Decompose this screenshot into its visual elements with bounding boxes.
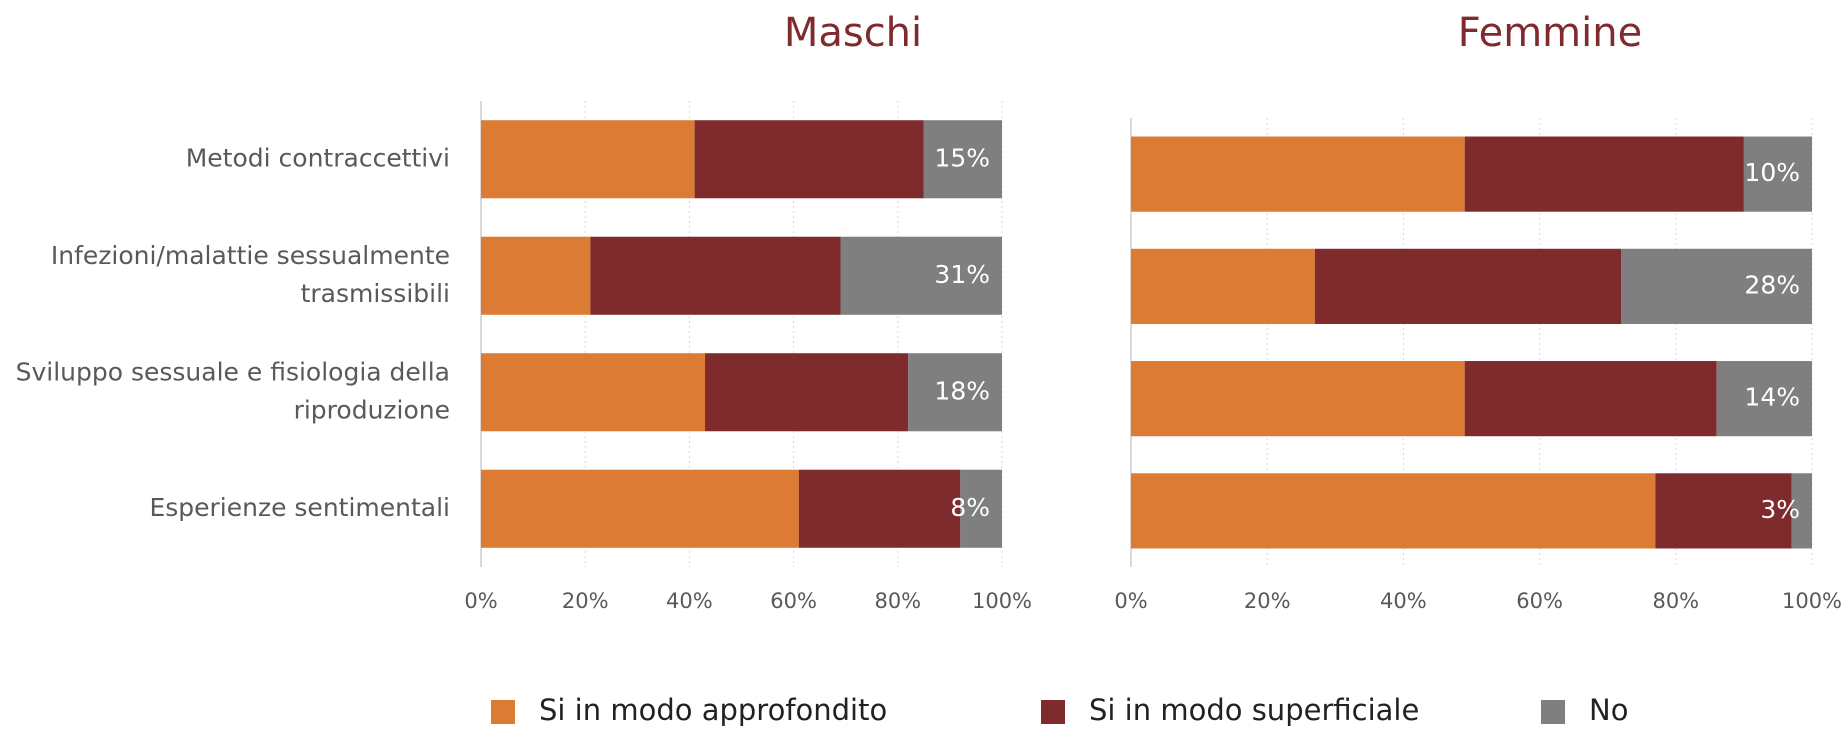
- x-tick-label: 100%: [972, 589, 1032, 613]
- bar-segment: [1716, 361, 1812, 437]
- value-label: 31%: [934, 260, 990, 289]
- category-label: Metodi contraccettivi: [186, 143, 450, 172]
- legend-label: No: [1589, 693, 1628, 727]
- bar-segment: [481, 120, 695, 199]
- category-label: Esperienze sentimentali: [149, 493, 450, 522]
- legend-label: Si in modo superficiale: [1089, 693, 1419, 727]
- bar-segment: [840, 236, 1002, 315]
- category-label: Sviluppo sessuale e fisiologia della ripr…: [16, 357, 450, 424]
- x-tick-label: 80%: [1652, 589, 1699, 613]
- x-tick-label: 0%: [464, 589, 497, 613]
- value-label: 14%: [1744, 383, 1800, 412]
- bar-segment: [1131, 361, 1465, 437]
- value-label: 8%: [950, 493, 990, 522]
- bar-segment: [1655, 473, 1792, 549]
- bar-segment: [1131, 136, 1465, 212]
- chart-title: Femmine: [1458, 10, 1642, 56]
- bar-segment: [1131, 248, 1315, 324]
- x-tick-label: 20%: [562, 589, 609, 613]
- bar-segment: [798, 469, 961, 548]
- legend-label: Si in modo approfondito: [539, 693, 887, 727]
- value-label: 10%: [1744, 158, 1800, 187]
- category-label: Infezioni/malattie sessualmente trasmissi…: [51, 241, 450, 308]
- bar-segment: [1314, 248, 1622, 324]
- bar-segment: [1464, 361, 1717, 437]
- x-tick-label: 20%: [1244, 589, 1291, 613]
- value-label: 18%: [934, 376, 990, 405]
- value-label: 15%: [934, 143, 990, 172]
- bar-segment: [1131, 473, 1656, 549]
- category-line: trasmissibili: [301, 279, 450, 308]
- x-tick-label: 60%: [770, 589, 817, 613]
- bar-segment: [481, 353, 706, 432]
- bar-segment: [923, 120, 1002, 199]
- x-tick-label: 40%: [1380, 589, 1427, 613]
- x-tick-label: 80%: [874, 589, 921, 613]
- bar-segment: [694, 120, 924, 199]
- legend-swatch: [491, 700, 515, 724]
- category-line: Sviluppo sessuale e fisiologia della: [16, 357, 450, 386]
- bar-segment: [705, 353, 909, 432]
- x-tick-label: 60%: [1516, 589, 1563, 613]
- bar-segment: [908, 353, 1002, 432]
- bar-segment: [481, 236, 591, 315]
- bar-segment: [960, 469, 1002, 548]
- bar-segment: [1621, 248, 1812, 324]
- chart-title: Maschi: [784, 10, 922, 56]
- bar-segment: [1791, 473, 1812, 549]
- x-tick-label: 40%: [666, 589, 713, 613]
- legend-swatch: [1041, 700, 1065, 724]
- value-label: 3%: [1760, 495, 1800, 524]
- legend-swatch: [1541, 700, 1565, 724]
- bar-segment: [1464, 136, 1744, 212]
- bar-segment: [481, 469, 799, 548]
- category-line: Infezioni/malattie sessualmente: [51, 241, 450, 270]
- value-label: 28%: [1744, 270, 1800, 299]
- category-line: riproduzione: [294, 395, 450, 424]
- x-tick-label: 0%: [1114, 589, 1147, 613]
- bar-segment: [1743, 136, 1812, 212]
- x-tick-label: 100%: [1782, 589, 1842, 613]
- bar-segment: [590, 236, 841, 315]
